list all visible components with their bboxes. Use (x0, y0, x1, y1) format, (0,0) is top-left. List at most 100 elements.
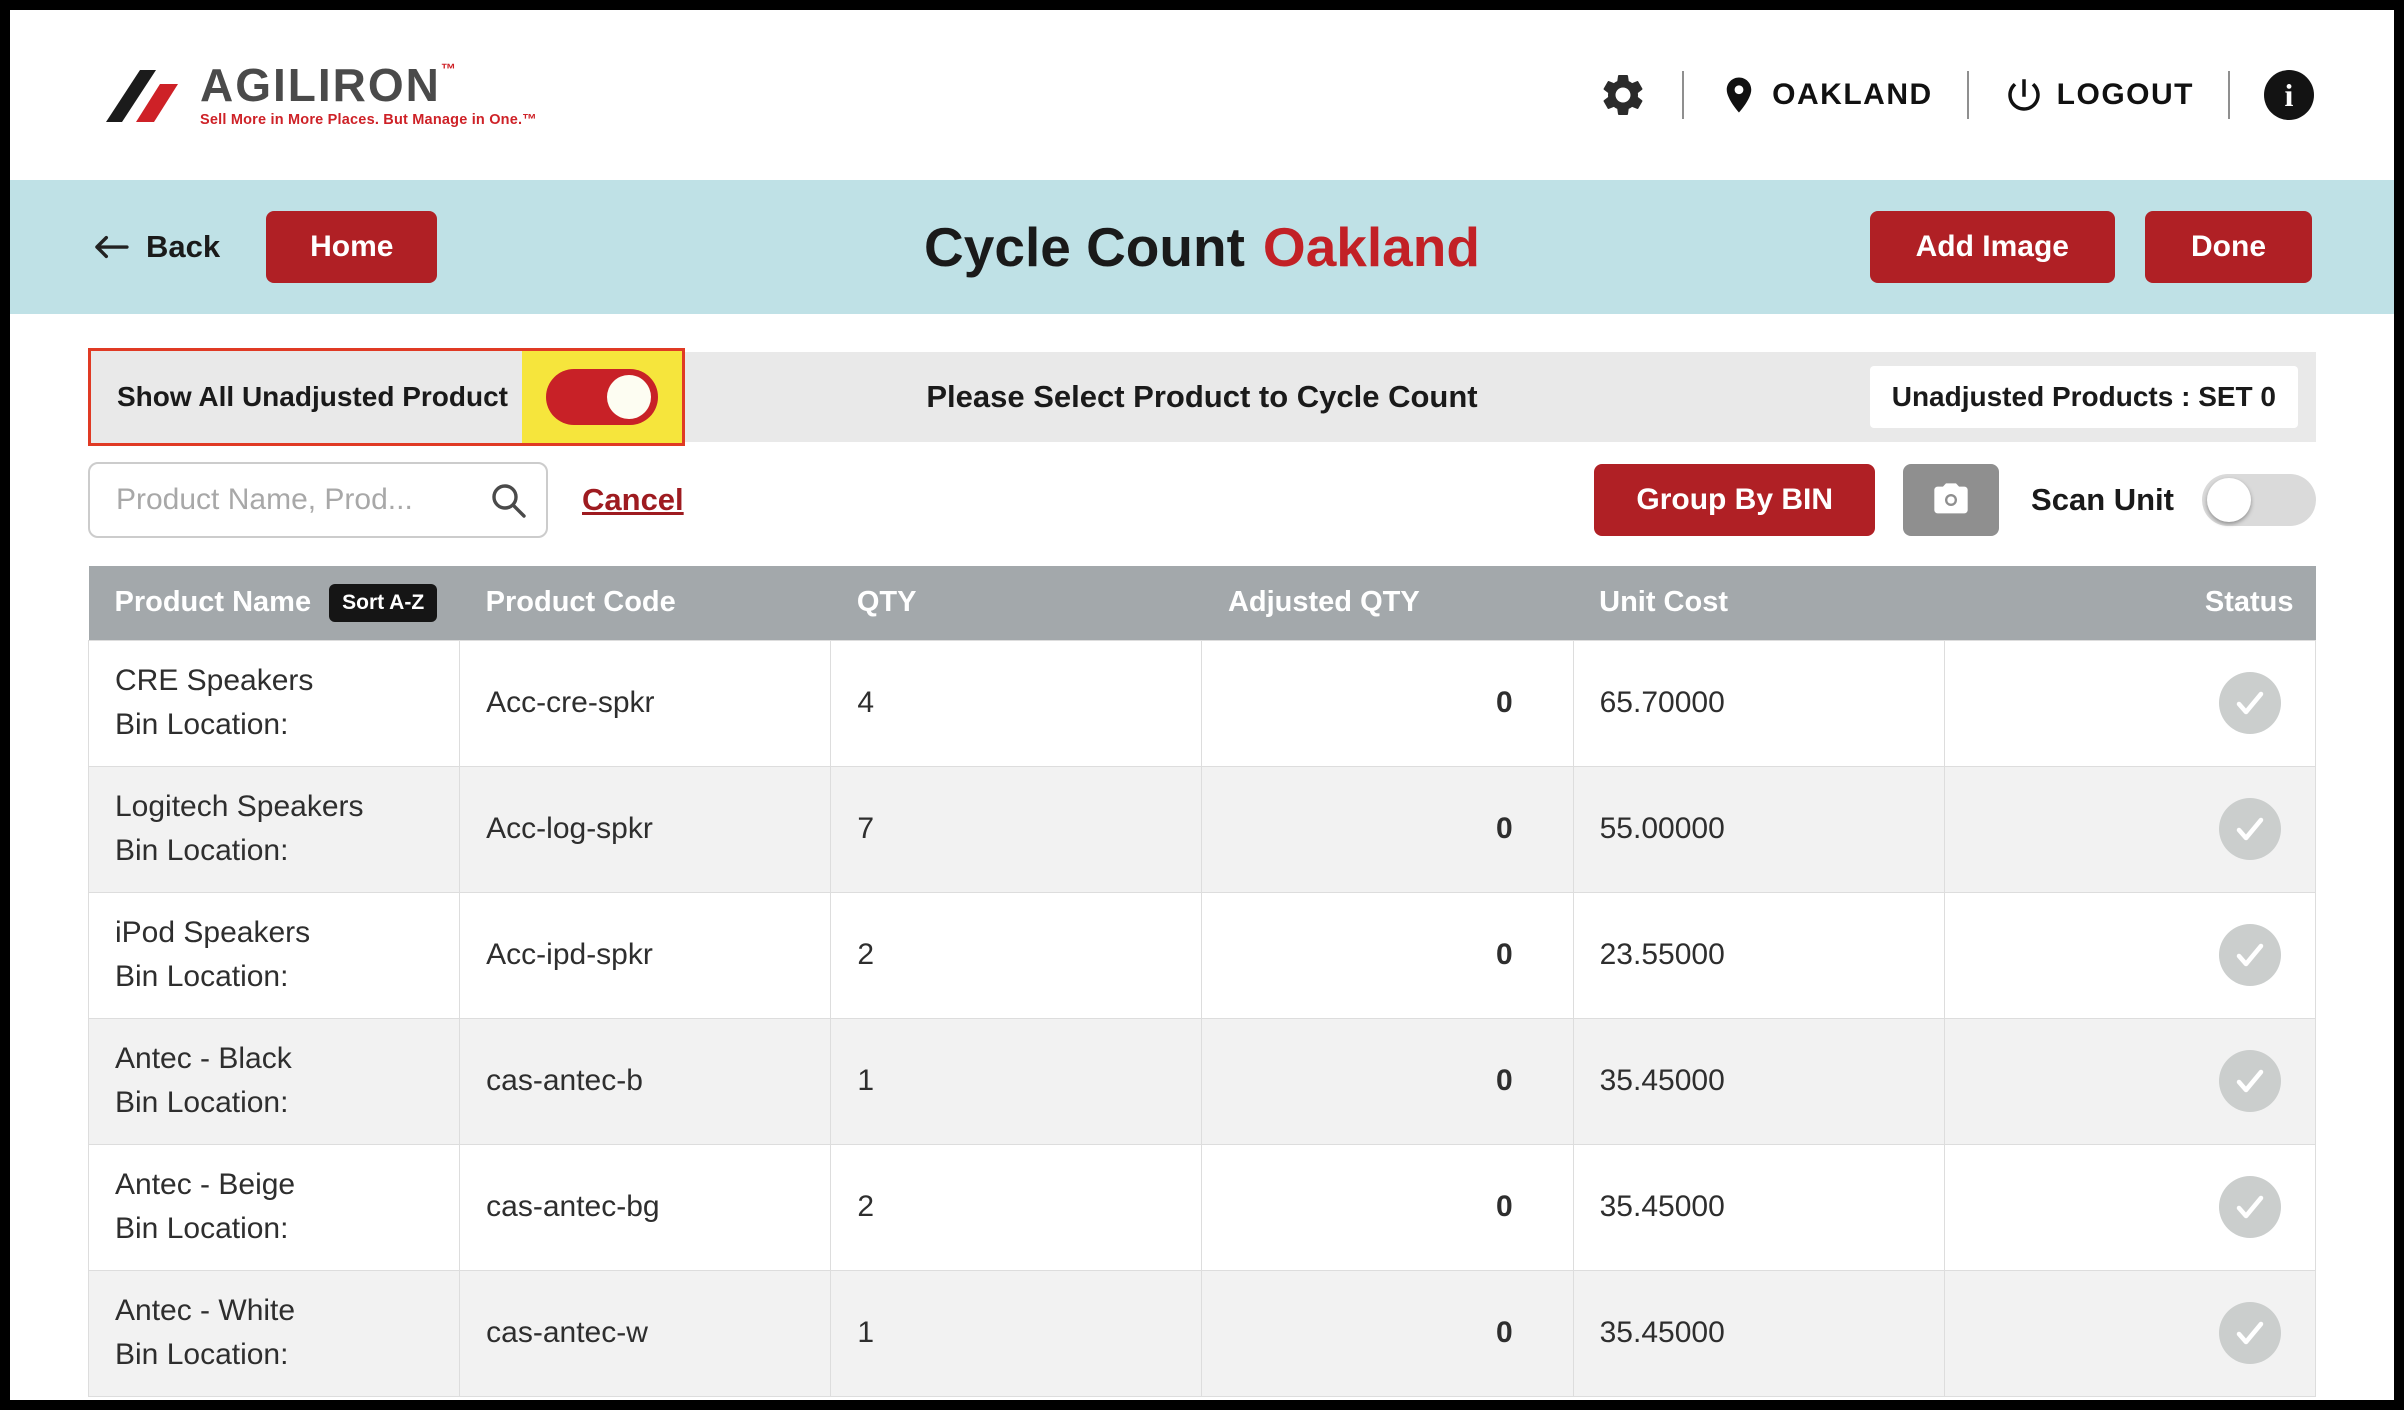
app-header: AGILIRON™ Sell More in More Places. But … (10, 10, 2394, 180)
qty-cell: 4 (830, 639, 1203, 767)
qty-cell: 7 (830, 765, 1203, 893)
toggle-highlight (521, 351, 682, 443)
product-code-cell: cas-antec-w (459, 1269, 832, 1397)
unit-cost-cell: 35.45000 (1572, 1269, 1945, 1397)
controls-row: Cancel Group By BIN Scan Unit (88, 462, 2316, 538)
adjusted-qty-cell: 0 (1201, 639, 1574, 767)
table-row[interactable]: Logitech Speakers Bin Location: Acc-log-… (87, 765, 2317, 893)
product-code-cell: cas-antec-bg (459, 1143, 832, 1271)
search-input[interactable] (88, 462, 548, 538)
home-button[interactable]: Home (266, 211, 438, 283)
add-image-button[interactable]: Add Image (1869, 211, 2115, 283)
page-title-main: Cycle Count (924, 216, 1245, 278)
subheader-bar: Show All Unadjusted Product Please Selec… (88, 348, 2316, 446)
sort-a-z-badge[interactable]: Sort A-Z (329, 583, 438, 622)
show-all-unadjusted-toggle[interactable]: Show All Unadjusted Product (88, 348, 685, 446)
search-icon[interactable] (488, 480, 528, 520)
col-header-product-code[interactable]: Product Code (459, 566, 831, 640)
bin-location-label: Bin Location: (115, 1338, 289, 1371)
status-cell (1943, 1269, 2317, 1397)
camera-button[interactable] (1903, 464, 2000, 536)
scan-unit-toggle[interactable] (2202, 474, 2316, 526)
back-arrow-icon (95, 235, 129, 259)
status-check-icon[interactable] (2219, 1176, 2281, 1238)
location-pin-icon (1726, 77, 1752, 113)
col-header-adjusted-qty[interactable]: Adjusted QTY (1201, 566, 1574, 640)
status-check-icon[interactable] (2219, 1050, 2281, 1112)
product-name-cell[interactable]: iPod Speakers Bin Location: (87, 891, 461, 1019)
group-by-bin-button[interactable]: Group By BIN (1594, 464, 1876, 536)
power-icon (2007, 79, 2040, 111)
agiliron-logo-mark-icon (106, 70, 178, 122)
status-check-icon[interactable] (2219, 672, 2281, 734)
qty-cell: 2 (830, 1143, 1203, 1271)
logout-button[interactable]: LOGOUT (2003, 74, 2194, 116)
logo-text: AGILIRON™ Sell More in More Places. But … (200, 62, 537, 128)
adjusted-qty-cell: 0 (1201, 1269, 1574, 1397)
status-cell (1943, 1017, 2317, 1145)
col-header-product-name[interactable]: Product Name Sort A-Z (88, 566, 460, 640)
scan-unit-toggle-knob (2207, 478, 2251, 522)
product-table-body: CRE Speakers Bin Location: Acc-cre-spkr … (87, 639, 2317, 1397)
unadjusted-products-count: Unadjusted Products : SET 0 (1869, 366, 2298, 428)
header-separator (2228, 71, 2230, 119)
product-name-cell[interactable]: CRE Speakers Bin Location: (87, 639, 461, 767)
show-all-unadjusted-label: Show All Unadjusted Product (117, 381, 508, 412)
logo-word-red: IRON (317, 59, 441, 112)
page: AGILIRON™ Sell More in More Places. But … (10, 10, 2394, 1400)
product-name-cell[interactable]: Logitech Speakers Bin Location: (87, 765, 461, 893)
bin-location-label: Bin Location: (115, 1086, 289, 1119)
info-icon[interactable]: i (2264, 70, 2314, 120)
table-row[interactable]: Antec - Black Bin Location: cas-antec-b … (87, 1017, 2317, 1145)
bin-location-label: Bin Location: (115, 834, 289, 867)
product-code-cell: cas-antec-b (459, 1017, 832, 1145)
product-name-cell[interactable]: Antec - White Bin Location: (87, 1269, 461, 1397)
done-button[interactable]: Done (2145, 211, 2312, 283)
product-name-cell[interactable]: Antec - Beige Bin Location: (87, 1143, 461, 1271)
unit-cost-cell: 35.45000 (1572, 1143, 1945, 1271)
status-check-icon[interactable] (2219, 924, 2281, 986)
table-row[interactable]: CRE Speakers Bin Location: Acc-cre-spkr … (87, 639, 2317, 767)
table-row[interactable]: iPod Speakers Bin Location: Acc-ipd-spkr… (87, 891, 2317, 1019)
camera-icon (1934, 483, 1968, 514)
col-header-status[interactable]: Status (1944, 566, 2316, 640)
page-title-location: Oakland (1262, 216, 1480, 278)
header-separator (1682, 71, 1685, 119)
status-check-icon[interactable] (2219, 1302, 2281, 1364)
status-cell (1943, 1143, 2317, 1271)
adjusted-qty-cell: 0 (1201, 891, 1574, 1019)
table-row[interactable]: Antec - White Bin Location: cas-antec-w … (87, 1269, 2317, 1397)
product-name: Antec - Black (115, 1042, 292, 1075)
table-row[interactable]: Antec - Beige Bin Location: cas-antec-bg… (87, 1143, 2317, 1271)
product-code-cell: Acc-cre-spkr (459, 639, 832, 767)
status-cell (1943, 891, 2317, 1019)
page-toolbar: Back Home Cycle Count Oakland Add Image … (10, 180, 2394, 314)
product-name-header-label: Product Name (114, 586, 312, 619)
product-name-cell[interactable]: Antec - Black Bin Location: (87, 1017, 461, 1145)
adjusted-qty-cell: 0 (1201, 1017, 1574, 1145)
page-title: Cycle Count Oakland (924, 215, 1480, 279)
qty-cell: 2 (830, 891, 1203, 1019)
col-header-qty[interactable]: QTY (830, 566, 1202, 640)
main-content: Show All Unadjusted Product Please Selec… (10, 314, 2394, 1400)
adjusted-qty-cell: 0 (1201, 1143, 1574, 1271)
back-button[interactable]: Back (92, 229, 220, 265)
logout-label: LOGOUT (2056, 78, 2194, 111)
cancel-link[interactable]: Cancel (582, 482, 684, 517)
product-code-cell: Acc-ipd-spkr (459, 891, 832, 1019)
unit-cost-cell: 35.45000 (1572, 1017, 1945, 1145)
adjusted-qty-cell: 0 (1201, 765, 1574, 893)
col-header-unit-cost[interactable]: Unit Cost (1573, 566, 1945, 640)
header-separator (1966, 71, 1969, 119)
back-label: Back (146, 229, 221, 264)
bin-location-label: Bin Location: (115, 708, 289, 741)
logo-trademark: ™ (440, 61, 456, 79)
toggle-on-switch[interactable] (545, 369, 658, 425)
location-button[interactable]: OAKLAND (1718, 74, 1933, 116)
agiliron-logo[interactable]: AGILIRON™ Sell More in More Places. But … (102, 62, 537, 128)
status-check-icon[interactable] (2219, 798, 2281, 860)
settings-button[interactable] (1598, 70, 1648, 120)
product-name: Antec - White (115, 1294, 296, 1327)
controls-right: Group By BIN Scan Unit (1594, 464, 2316, 536)
select-product-prompt: Please Select Product to Cycle Count (926, 379, 1478, 414)
